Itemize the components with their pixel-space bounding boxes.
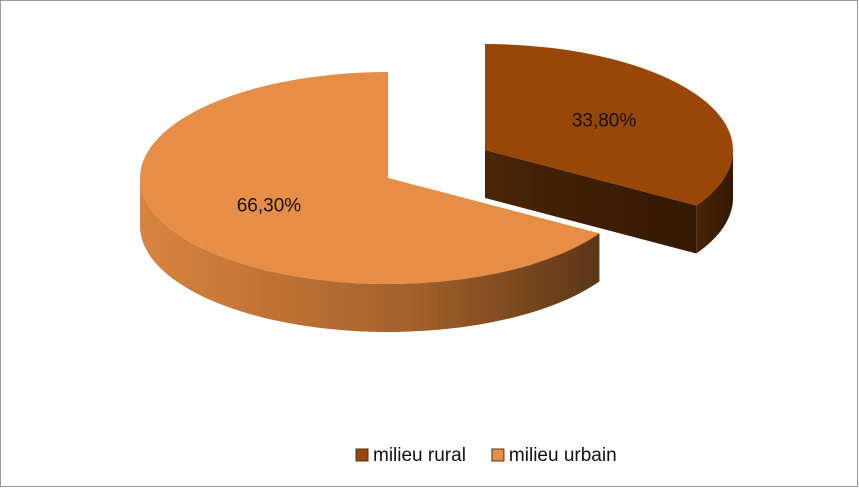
data-label: 66,30% [237,195,302,216]
slice-side [140,178,600,333]
data-label: 33,80% [572,111,637,132]
slice [139,72,600,284]
slice-side [696,150,733,254]
legend-label: milieu urbain [509,445,617,466]
legend-label: milieu rural [373,445,466,466]
legend-swatch [491,448,505,462]
slice [485,44,734,206]
slice-side [485,150,697,254]
legend-swatch [355,448,369,462]
